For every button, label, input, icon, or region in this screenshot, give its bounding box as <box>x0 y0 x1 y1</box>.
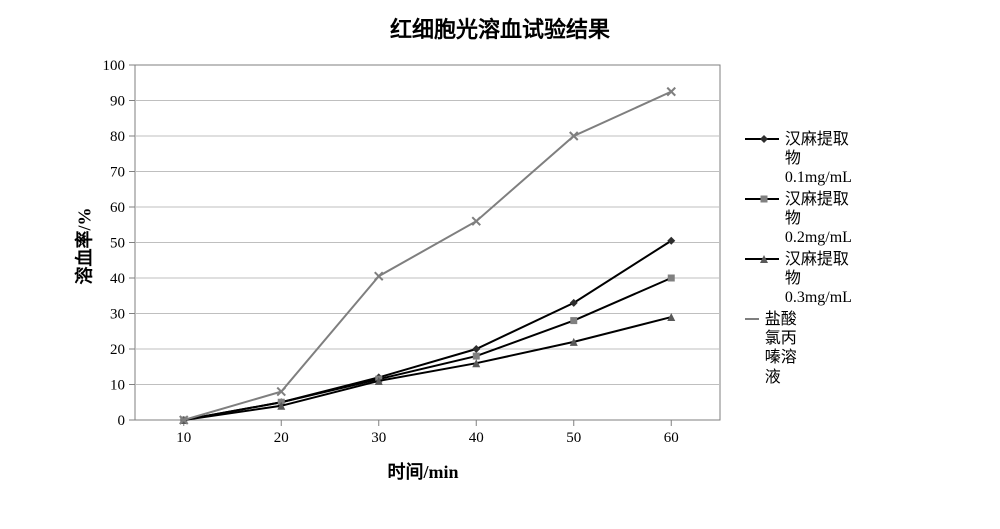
legend-swatch <box>745 190 779 208</box>
svg-text:10: 10 <box>110 378 125 394</box>
svg-text:0: 0 <box>118 413 126 429</box>
legend-swatch <box>745 250 779 268</box>
svg-text:20: 20 <box>110 342 125 358</box>
svg-text:20: 20 <box>274 430 289 446</box>
svg-text:40: 40 <box>469 430 484 446</box>
chart-plot-area: 0 10 20 30 40 50 60 70 80 90 100 10 20 30 40 50 60 <box>80 55 730 460</box>
legend-entry: 汉麻提取物0.3mg/mL <box>745 250 856 308</box>
legend-swatch <box>745 310 759 328</box>
svg-text:50: 50 <box>566 430 581 446</box>
svg-text:60: 60 <box>664 430 679 446</box>
chart-title: 红细胞光溶血试验结果 <box>0 12 1000 44</box>
legend-entry: 盐酸氯丙嗪溶液 <box>745 310 805 387</box>
legend-label: 汉麻提取物0.2mg/mL <box>785 190 856 248</box>
legend-label: 汉麻提取物0.1mg/mL <box>785 130 856 188</box>
legend-swatch <box>745 130 779 148</box>
svg-text:100: 100 <box>103 58 126 74</box>
svg-text:30: 30 <box>371 430 386 446</box>
svg-text:30: 30 <box>110 307 125 323</box>
legend-label: 盐酸氯丙嗪溶液 <box>765 310 805 387</box>
y-axis-label: 溶血率/% <box>71 207 97 284</box>
svg-text:80: 80 <box>110 129 125 145</box>
svg-text:10: 10 <box>176 430 191 446</box>
legend-entry: 汉麻提取物0.2mg/mL <box>745 190 856 248</box>
svg-text:50: 50 <box>110 236 125 252</box>
x-axis-label: 时间/min <box>388 458 459 484</box>
legend-entry: 汉麻提取物0.1mg/mL <box>745 130 856 188</box>
svg-text:70: 70 <box>110 165 125 181</box>
svg-text:90: 90 <box>110 94 125 110</box>
svg-text:60: 60 <box>110 200 125 216</box>
legend-label: 汉麻提取物0.3mg/mL <box>785 250 856 308</box>
svg-text:40: 40 <box>110 271 125 287</box>
chart-svg: 0 10 20 30 40 50 60 70 80 90 100 10 20 30 40 50 60 <box>80 55 730 460</box>
